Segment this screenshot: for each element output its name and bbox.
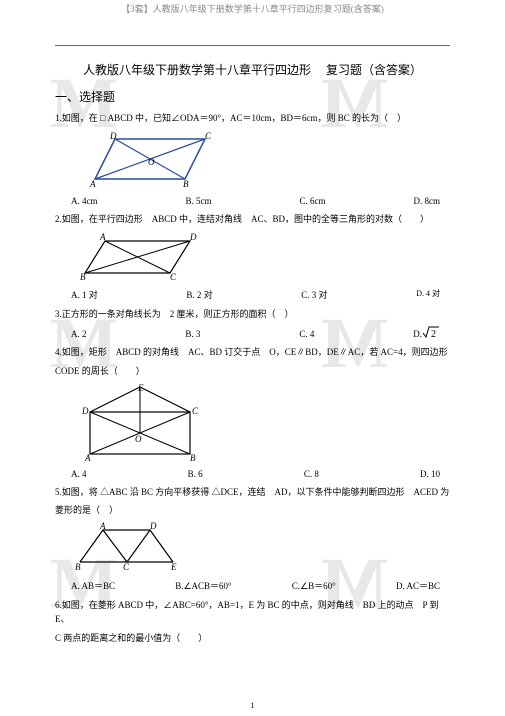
svg-text:A: A	[89, 179, 96, 189]
q1-opt-b: B. 5cm	[186, 196, 212, 206]
section-head: 一、选择题	[55, 88, 450, 105]
svg-text:2: 2	[431, 329, 436, 339]
q4-opt-d: D. 10	[420, 469, 440, 479]
q1-opt-c: C. 6cm	[300, 196, 326, 206]
q4-opt-b: B. 6	[188, 469, 203, 479]
svg-text:B: B	[75, 562, 81, 572]
q2-figure: A D B C	[75, 231, 450, 284]
svg-text:E: E	[137, 383, 144, 393]
svg-text:D: D	[109, 131, 117, 141]
svg-text:B: B	[190, 453, 196, 462]
q2-text: 2.如图，在平行四边形 ABCD 中，连结对角线 AC、BD，图中的全等三角形的…	[55, 212, 450, 226]
doc-top-title: 【3套】人教版八年级下册数学第十八章平行四边形复习题(含答案)	[0, 2, 505, 15]
q2-opt-b: B. 2 对	[186, 288, 212, 301]
svg-text:B: B	[80, 272, 86, 281]
q6-text-b: C 两点的距离之和的最小值为（ ）	[55, 631, 450, 645]
hr	[55, 45, 450, 46]
q3-options: A. 2 B. 3 C. 4 D.2	[55, 325, 450, 339]
q3-opt-b: B. 3	[185, 329, 200, 339]
q2-opt-a: A. 1 对	[71, 288, 98, 301]
q5-opt-c: C.∠B＝60°	[292, 579, 336, 592]
q4-options: A. 4 B. 6 C. 8 D. 10	[55, 469, 450, 479]
q4-opt-c: C. 8	[304, 469, 319, 479]
q4-text-a: 4.如图，矩形 ABCD 的对角线 AC、BD 订交于点 O，CE∥BD，DE∥…	[55, 345, 450, 359]
q4-figure: A B C D E O	[75, 382, 450, 465]
q6-text-a: 6.如图，在菱形 ABCD 中，∠ABC=60°，AB=1，E 为 BC 的中点…	[55, 598, 450, 627]
q1-options: A. 4cm B. 5cm C. 6cm D. 8cm	[55, 196, 450, 206]
q3-opt-d: D.2	[413, 325, 440, 339]
q1-text: 1.如图，在 □ ABCD 中，已知∠ODA＝90°，AC＝10cm，BD＝6c…	[55, 111, 450, 125]
svg-text:C: C	[123, 562, 130, 572]
svg-text:C: C	[170, 272, 177, 281]
q4-text-b: CODE 的周长（ ）	[55, 364, 450, 378]
q2-opt-d: D. 4 对	[416, 288, 440, 301]
svg-text:C: C	[205, 131, 212, 141]
q5-options: A. AB＝BC B.∠ACB＝60° C.∠B＝60° D. AC＝BC	[55, 579, 450, 592]
q3-opt-c: C. 4	[299, 329, 314, 339]
q5-opt-b: B.∠ACB＝60°	[175, 579, 231, 592]
svg-text:A: A	[99, 522, 106, 531]
svg-text:E: E	[170, 562, 177, 572]
q3-text: 3.正方形的一条对角线长为 2 厘米，则正方形的面积（ ）	[55, 307, 450, 321]
q5-opt-d: D. AC＝BC	[396, 579, 440, 592]
q1-figure: A B C D O	[75, 129, 450, 192]
svg-text:O: O	[148, 157, 155, 167]
q2-opt-c: C. 3 对	[301, 288, 327, 301]
q3-opt-a: A. 2	[71, 329, 87, 339]
title-b: 复习题（含答案）	[326, 63, 422, 77]
svg-text:A: A	[99, 232, 106, 242]
svg-text:A: A	[84, 453, 91, 462]
svg-text:D: D	[81, 406, 89, 416]
q1-opt-a: A. 4cm	[71, 196, 98, 206]
svg-text:O: O	[135, 434, 142, 444]
q1-opt-d: D. 8cm	[414, 196, 441, 206]
svg-text:C: C	[192, 406, 199, 416]
q2-options: A. 1 对 B. 2 对 C. 3 对 D. 4 对	[55, 288, 450, 301]
q5-figure: A D B C E	[75, 522, 450, 575]
q4-opt-a: A. 4	[71, 469, 87, 479]
page-number: 1	[0, 701, 505, 710]
main-title: 人教版八年级下册数学第十八章平行四边形 复习题（含答案）	[55, 61, 450, 78]
title-a: 人教版八年级下册数学第十八章平行四边形	[83, 63, 311, 77]
q5-text-b: 菱形的是（ ）	[55, 503, 450, 517]
svg-text:D: D	[189, 232, 197, 242]
q5-opt-a: A. AB＝BC	[71, 579, 115, 592]
q5-text-a: 5.如图，将 △ABC 沿 BC 方向平移获得 △DCE，连结 AD，以下条件中…	[55, 485, 450, 499]
svg-text:D: D	[149, 522, 157, 531]
svg-text:B: B	[183, 179, 189, 189]
